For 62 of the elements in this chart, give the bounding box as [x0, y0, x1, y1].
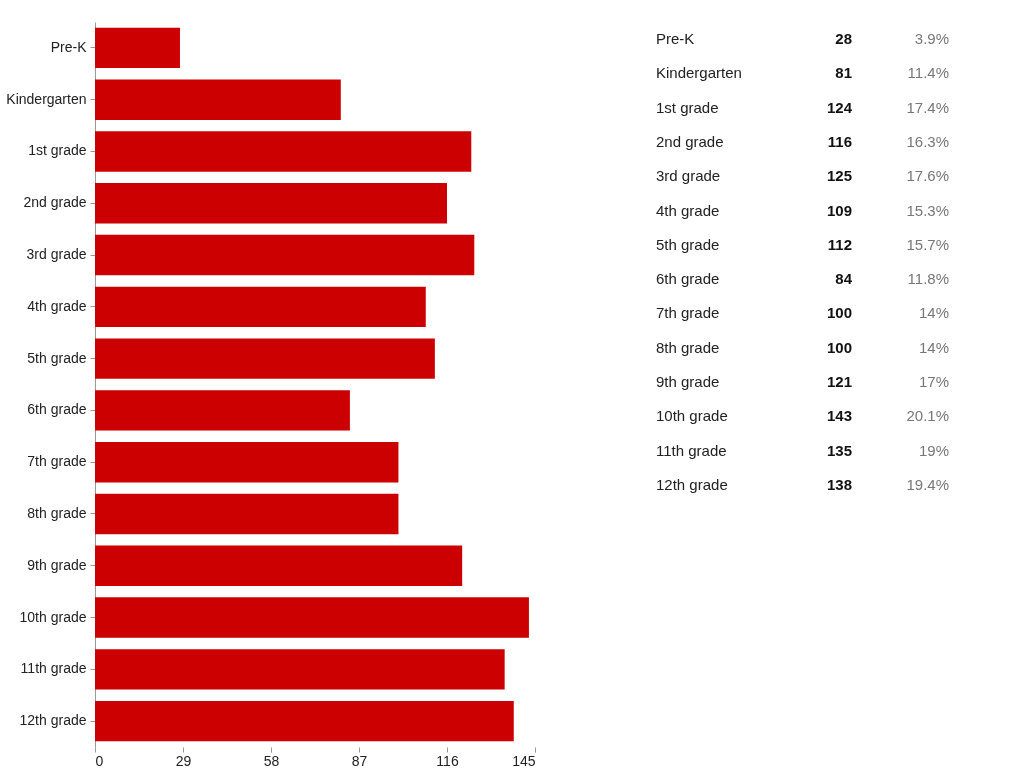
x-tick-label: 116	[436, 752, 459, 769]
category-label: 11th grade	[656, 441, 727, 459]
text: 116	[827, 133, 852, 150]
category-label: 8th grade	[656, 338, 720, 356]
category-label: 3rd grade	[656, 167, 721, 185]
y-tick-label: 6th grade	[27, 401, 87, 418]
text: 100	[826, 304, 852, 322]
x-tick-label: 0	[95, 752, 104, 769]
x-tick-label: 58	[263, 752, 280, 769]
y-tick-label: 8th grade	[27, 504, 87, 521]
text: 143	[826, 407, 852, 425]
category-label: Pre-K	[656, 30, 695, 48]
y-tick-label: 12th grade	[19, 712, 87, 729]
text: 15.7%	[906, 235, 949, 253]
category-label: 9th grade	[656, 373, 720, 390]
text: 19%	[918, 441, 949, 459]
y-tick-label: 4th grade	[27, 297, 87, 314]
text: 28	[835, 30, 852, 48]
text: 100	[826, 338, 852, 356]
text: 81	[835, 64, 852, 82]
x-tick-label: 145	[512, 752, 536, 769]
text: 135	[826, 441, 852, 459]
y-tick-label: 1st grade	[28, 142, 87, 159]
y-tick-label: 10th grade	[19, 608, 87, 625]
y-tick-label: 7th grade	[27, 453, 87, 470]
x-tick-label: 87	[351, 752, 368, 769]
text: 109	[826, 201, 852, 219]
category-label: 4th grade	[656, 201, 720, 219]
text: 121	[826, 373, 852, 390]
category-label: 6th grade	[656, 270, 720, 288]
y-tick-label: 2nd grade	[23, 194, 87, 211]
text: 17.4%	[906, 98, 949, 116]
category-label: 7th grade	[656, 304, 720, 322]
text: 14%	[918, 304, 949, 322]
text: 15.3%	[906, 201, 949, 219]
category-label: 10th grade	[656, 407, 728, 425]
category-label: Kindergarten	[656, 64, 742, 82]
category-label: 2nd grade	[656, 133, 724, 150]
y-tick-label: Kindergarten	[6, 90, 87, 107]
text: 19.4%	[906, 475, 949, 493]
text: 112	[827, 235, 852, 253]
text: 125	[826, 167, 852, 185]
text: 20.1%	[906, 407, 949, 425]
category-label: 1st grade	[656, 98, 719, 116]
category-label: 12th grade	[656, 475, 728, 493]
text: 84	[835, 270, 853, 288]
x-tick-label: 29	[175, 752, 192, 769]
y-tick-label: 11th grade	[20, 660, 87, 677]
text: 14%	[918, 338, 949, 356]
category-label: 5th grade	[656, 235, 720, 253]
text: 16.3%	[906, 133, 949, 150]
text: 124	[826, 98, 853, 116]
text: 138	[826, 475, 852, 493]
y-tick-label: 5th grade	[27, 349, 87, 366]
y-tick-label: 9th grade	[27, 556, 87, 573]
text: 11.4%	[907, 64, 949, 82]
text: 17%	[918, 373, 949, 390]
text: 17.6%	[906, 167, 949, 185]
text: 3.9%	[914, 30, 949, 48]
text: 11.8%	[907, 270, 949, 288]
y-tick-label: 3rd grade	[26, 246, 87, 263]
y-tick-label: Pre-K	[50, 38, 88, 55]
